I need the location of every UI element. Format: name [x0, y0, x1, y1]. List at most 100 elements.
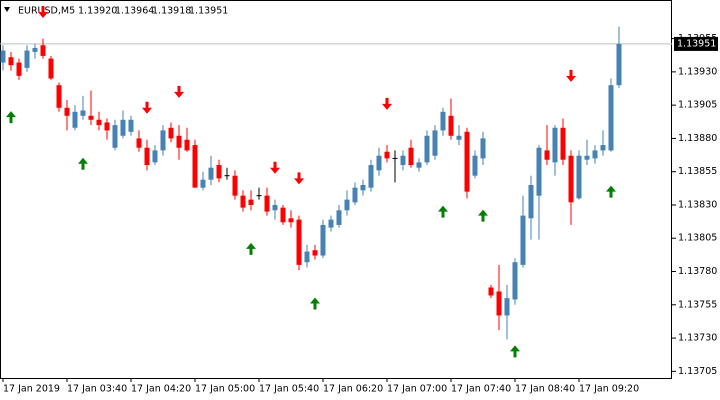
candle-body [416, 162, 422, 168]
buy-arrow [438, 205, 448, 218]
candle-body [432, 130, 438, 156]
x-tick-label: 17 Jan 04:20 [131, 384, 191, 395]
candle-body [296, 219, 302, 265]
x-tick-label: 17 Jan 2019 [3, 384, 60, 395]
current-price-label: 1.13951 [677, 38, 716, 49]
open-label: 1.13920 [78, 6, 117, 17]
candle-body [616, 43, 622, 86]
candle-body [360, 185, 366, 191]
candle-body [72, 111, 78, 128]
candle-body [144, 147, 150, 166]
candle-body [464, 131, 470, 192]
sell-arrow [270, 161, 280, 174]
candle-body [88, 115, 94, 120]
high-label: 1.13964 [115, 6, 154, 17]
buy-arrow [478, 209, 488, 222]
y-tick-label: 1.13830 [678, 199, 717, 210]
y-tick-label: 1.13930 [678, 66, 717, 77]
candle-body [104, 122, 110, 131]
candle-body [400, 155, 406, 166]
buy-arrow [6, 111, 16, 124]
candle-body [424, 135, 430, 163]
candle-body [304, 251, 310, 263]
candle-body [584, 155, 590, 160]
candle-body [248, 199, 254, 205]
buy-arrow [606, 185, 616, 198]
candle-body [24, 50, 30, 68]
candle-body [312, 250, 318, 256]
candle-body [40, 45, 46, 56]
candle-body [232, 175, 238, 196]
candle-body [112, 125, 118, 148]
candle-body [328, 219, 334, 228]
y-tick-label: 1.13755 [678, 299, 717, 310]
sell-arrow [566, 69, 576, 82]
candle-body [512, 262, 518, 300]
sell-arrow [382, 97, 392, 110]
candle-body [496, 291, 502, 316]
x-tick-label: 17 Jan 07:40 [451, 384, 511, 395]
y-tick-label: 1.13780 [678, 266, 717, 277]
x-tick-label: 17 Jan 08:40 [515, 384, 575, 395]
candle-body [168, 127, 174, 139]
candle-body [352, 187, 358, 203]
buy-arrow [310, 297, 320, 310]
symbol-icon [4, 7, 10, 12]
y-tick-label: 1.13730 [678, 333, 717, 344]
candle-body [288, 218, 294, 223]
candle-body [8, 57, 14, 66]
candle-body [208, 167, 214, 180]
candle-body [376, 155, 382, 171]
x-tick-label: 17 Jan 09:20 [579, 384, 639, 395]
candle-body [608, 85, 614, 151]
sell-arrow [294, 172, 304, 185]
x-tick-label: 17 Jan 07:00 [387, 384, 447, 395]
x-tick-label: 17 Jan 06:20 [323, 384, 383, 395]
candle-body [32, 47, 38, 52]
candle-body [528, 185, 534, 219]
candle-body [272, 204, 278, 211]
candle-body [240, 195, 246, 208]
candle-body [472, 155, 478, 176]
y-tick-label: 1.13905 [678, 100, 717, 111]
candle-body [560, 127, 566, 160]
candle-body [488, 287, 494, 296]
candle-body [592, 150, 598, 159]
candle-body [480, 138, 486, 159]
candle-body [176, 135, 182, 148]
x-tick-label: 17 Jan 05:00 [195, 384, 255, 395]
candle-body [64, 107, 70, 116]
buy-arrow [510, 345, 520, 358]
candle-body [576, 155, 582, 199]
candle-body [544, 150, 550, 160]
candle-body [552, 127, 558, 163]
candle-body [368, 165, 374, 188]
plot-frame [0, 0, 672, 379]
sell-arrow [174, 85, 184, 98]
symbol: EURUSD,M5 [18, 6, 75, 17]
candle-body [184, 139, 190, 151]
candle-body [0, 50, 6, 63]
candle-body [408, 147, 414, 166]
sell-arrow [38, 5, 48, 18]
close-label: 1.13951 [189, 6, 228, 17]
candle-body [160, 130, 166, 151]
candle-body [344, 199, 350, 211]
candle-body [96, 119, 102, 126]
candle-body [568, 155, 574, 203]
candle-body [384, 151, 390, 159]
candle-body [56, 85, 62, 108]
candle-body [536, 147, 542, 196]
y-tick-label: 1.13705 [678, 366, 717, 377]
candle-body [504, 298, 510, 316]
y-tick-label: 1.13880 [678, 133, 717, 144]
candle-body [520, 215, 526, 265]
candle-body [456, 135, 462, 140]
candle-body [336, 210, 342, 225]
buy-arrow [78, 157, 88, 170]
candle-body [216, 165, 222, 179]
candle-body [192, 145, 198, 188]
candle-body [600, 145, 606, 151]
candle-body [48, 58, 54, 79]
